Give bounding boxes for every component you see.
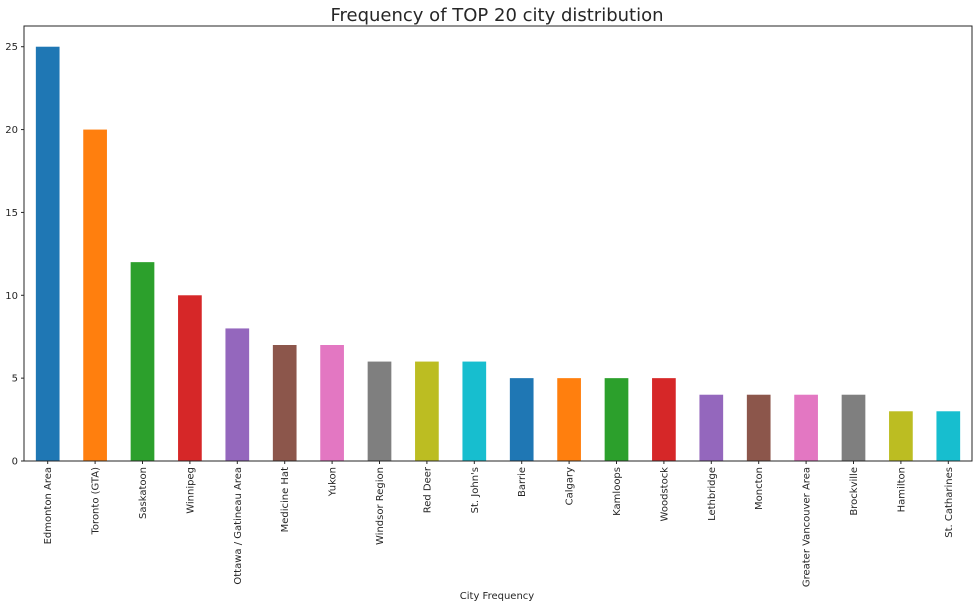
x-axis-label: City Frequency [460, 591, 535, 602]
x-tick-label-17: Brockville [849, 467, 860, 516]
bar-17 [841, 394, 866, 461]
x-tick-label-8: Red Deer [422, 466, 433, 513]
y-axis-ticks: 0 5 10 15 20 25 [5, 42, 24, 468]
y-tick-label-0: 0 [12, 457, 18, 468]
x-tick-label-0: Edmonton Area [43, 467, 54, 544]
x-tick-label-12: Kamloops [612, 467, 623, 516]
y-tick-label-3: 15 [5, 208, 18, 219]
bar-8 [415, 361, 439, 461]
bar-11 [557, 378, 581, 461]
x-tick-label-19: St. Catharines [944, 467, 955, 538]
bar-13 [652, 378, 676, 461]
x-tick-label-9: St. John's [470, 467, 481, 513]
x-tick-label-1: Toronto (GTA) [91, 467, 102, 536]
x-tick-label-3: Winnipeg [185, 467, 196, 514]
bar-9 [462, 361, 487, 461]
y-tick-label-4: 20 [5, 125, 18, 136]
x-tick-label-15: Moncton [754, 467, 765, 510]
x-tick-label-6: Yukon [328, 467, 339, 497]
bar-3 [178, 295, 202, 461]
bar-6 [320, 345, 344, 461]
bar-2 [130, 262, 155, 461]
bars-group [35, 46, 961, 462]
bar-10 [509, 378, 534, 461]
plot-frame [23, 25, 973, 462]
x-tick-label-11: Calgary [565, 467, 576, 505]
bar-5 [272, 345, 297, 461]
x-tick-label-2: Saskatoon [138, 467, 149, 519]
y-tick-label-5: 25 [5, 42, 18, 53]
x-tick-label-14: Lethbridge [707, 467, 718, 521]
x-tick-label-10: Barrie [517, 467, 528, 497]
x-tick-label-7: Windsor Region [375, 467, 386, 545]
y-tick-label-1: 5 [12, 374, 18, 385]
bar-4 [225, 328, 250, 461]
x-tick-label-13: Woodstock [659, 467, 670, 522]
x-tick-label-4: Ottawa / Gatineau Area [233, 467, 244, 585]
x-axis-ticks: Edmonton Area Toronto (GTA) Saskatoon Winni… [43, 461, 955, 587]
x-tick-label-5: Medicine Hat [280, 467, 291, 532]
chart-title: Frequency of TOP 20 city distribution [330, 5, 663, 26]
bar-1 [83, 129, 107, 462]
bar-18 [889, 411, 913, 461]
y-tick-label-2: 10 [5, 291, 18, 302]
bar-15 [746, 394, 771, 461]
bar-7 [367, 361, 392, 461]
bar-12 [604, 378, 629, 461]
x-tick-label-16: Greater Vancouver Area [802, 467, 813, 587]
bar-14 [699, 394, 724, 461]
bar-19 [936, 411, 961, 461]
bar-0 [35, 46, 60, 461]
bar-16 [794, 394, 818, 461]
x-tick-label-18: Hamilton [896, 467, 907, 512]
